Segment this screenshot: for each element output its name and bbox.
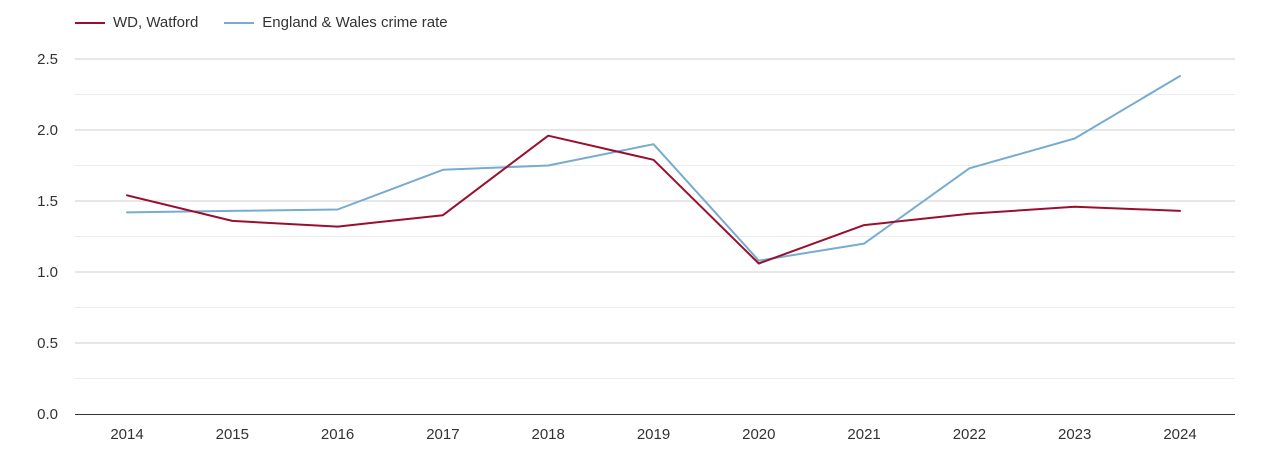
- data-point-england-wales[interactable]: [858, 238, 870, 250]
- legend-swatch-watford: [75, 21, 105, 24]
- data-point-england-wales[interactable]: [437, 164, 449, 176]
- data-point-watford[interactable]: [226, 215, 238, 227]
- data-point-watford[interactable]: [648, 154, 660, 166]
- data-point-watford[interactable]: [753, 257, 765, 269]
- data-point-england-wales[interactable]: [1174, 70, 1186, 82]
- data-point-england-wales[interactable]: [963, 162, 975, 174]
- x-tick-label: 2017: [426, 426, 459, 443]
- x-tick-label: 2018: [532, 426, 565, 443]
- series-layer: [121, 70, 1186, 269]
- y-tick-label: 0.5: [37, 335, 58, 352]
- data-point-watford[interactable]: [121, 189, 133, 201]
- x-tick-label: 2014: [110, 426, 143, 443]
- legend-item-watford[interactable]: WD, Watford: [75, 14, 198, 31]
- y-tick-label: 2.0: [37, 122, 58, 139]
- data-point-england-wales[interactable]: [1069, 133, 1081, 145]
- legend-label-watford: WD, Watford: [113, 14, 199, 31]
- series-line-england-wales[interactable]: [126, 75, 1181, 262]
- x-tick-label: 2023: [1058, 426, 1091, 443]
- data-point-watford[interactable]: [542, 130, 554, 142]
- data-point-watford[interactable]: [1069, 201, 1081, 213]
- x-tick-label: 2016: [321, 426, 354, 443]
- series-line-watford[interactable]: [126, 134, 1181, 265]
- data-point-watford[interactable]: [963, 208, 975, 220]
- y-tick-label: 0.0: [37, 406, 58, 423]
- grid-layer: [75, 58, 1235, 379]
- x-tick-label: 2020: [742, 426, 775, 443]
- x-tick-label: 2022: [953, 426, 986, 443]
- data-point-watford[interactable]: [437, 209, 449, 221]
- axis-layer: 0.0 0.5 1.0 1.5 2.0 2.5 2014 2015 2016 2017 2018 20…: [37, 51, 1235, 443]
- x-tick-label: 2015: [216, 426, 249, 443]
- legend-label-england-wales: England & Wales crime rate: [262, 14, 448, 31]
- data-point-england-wales[interactable]: [542, 160, 554, 172]
- y-tick-label: 1.0: [37, 264, 58, 281]
- data-point-england-wales[interactable]: [648, 138, 660, 150]
- x-tick-label: 2024: [1163, 426, 1196, 443]
- legend-swatch-england-wales: [224, 21, 255, 24]
- data-point-watford[interactable]: [1174, 205, 1186, 217]
- x-tick-label: 2019: [637, 426, 670, 443]
- data-point-england-wales[interactable]: [332, 204, 344, 216]
- y-tick-label: 2.5: [37, 51, 58, 68]
- legend-item-england-wales[interactable]: England & Wales crime rate: [224, 14, 448, 31]
- legend: WD, Watford England & Wales crime rate: [75, 14, 448, 31]
- data-point-watford[interactable]: [332, 221, 344, 233]
- data-point-watford[interactable]: [858, 219, 870, 231]
- data-point-england-wales[interactable]: [121, 206, 133, 218]
- y-tick-label: 1.5: [37, 193, 58, 210]
- x-tick-label: 2021: [847, 426, 880, 443]
